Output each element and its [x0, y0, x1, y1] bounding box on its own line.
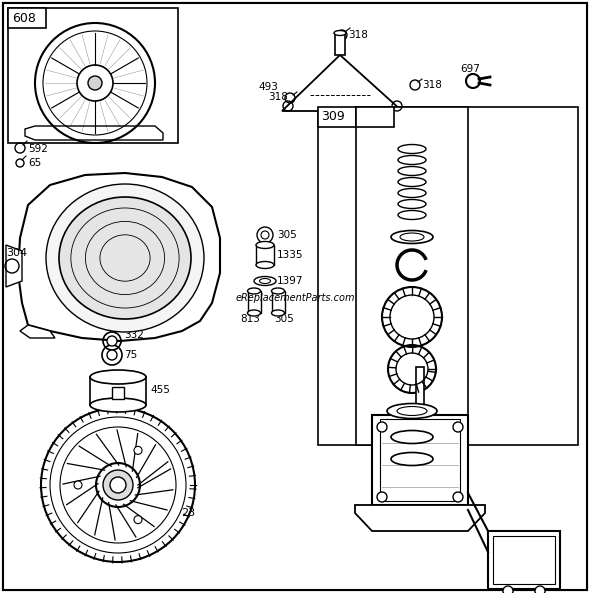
Text: 305: 305 — [277, 230, 297, 240]
Bar — [8, 8, 178, 143]
Text: 493: 493 — [258, 82, 278, 92]
Ellipse shape — [397, 406, 427, 416]
Text: 305: 305 — [274, 314, 294, 324]
Circle shape — [74, 481, 82, 489]
Polygon shape — [355, 505, 485, 531]
Ellipse shape — [334, 30, 346, 36]
Circle shape — [107, 350, 117, 360]
Bar — [356, 107, 394, 127]
Bar — [272, 291, 285, 313]
Circle shape — [134, 447, 142, 454]
Bar — [416, 367, 424, 415]
Polygon shape — [282, 55, 402, 111]
Text: 697: 697 — [460, 64, 480, 74]
Text: 1397: 1397 — [277, 276, 303, 286]
Ellipse shape — [90, 370, 146, 384]
Bar — [318, 107, 356, 127]
Bar — [256, 245, 274, 265]
Bar — [493, 536, 555, 584]
Polygon shape — [20, 325, 55, 338]
Text: 318: 318 — [268, 92, 288, 102]
Bar — [112, 387, 124, 399]
Ellipse shape — [387, 403, 437, 419]
Text: 510: 510 — [359, 110, 383, 123]
Polygon shape — [18, 173, 220, 341]
Text: 318: 318 — [422, 80, 442, 90]
Bar — [488, 531, 560, 589]
Polygon shape — [25, 126, 163, 140]
Text: 332: 332 — [124, 330, 144, 340]
Circle shape — [503, 586, 513, 593]
Circle shape — [453, 492, 463, 502]
Ellipse shape — [90, 398, 146, 412]
Text: 592: 592 — [28, 144, 48, 154]
Ellipse shape — [271, 310, 284, 316]
Ellipse shape — [260, 279, 270, 283]
Text: 813: 813 — [240, 314, 260, 324]
Circle shape — [453, 422, 463, 432]
Bar — [318, 107, 578, 445]
Circle shape — [107, 336, 117, 346]
Ellipse shape — [391, 431, 433, 444]
Polygon shape — [6, 245, 22, 287]
Bar — [8, 8, 46, 28]
Ellipse shape — [391, 452, 433, 466]
Circle shape — [134, 516, 142, 524]
Ellipse shape — [254, 276, 276, 285]
Bar — [248, 291, 261, 313]
Text: 304: 304 — [6, 248, 27, 258]
Circle shape — [535, 586, 545, 593]
Text: 309: 309 — [321, 110, 345, 123]
Ellipse shape — [247, 310, 261, 316]
Circle shape — [88, 76, 102, 90]
Ellipse shape — [59, 197, 191, 319]
Text: 75: 75 — [124, 350, 137, 360]
Bar — [391, 435, 433, 459]
Ellipse shape — [46, 184, 204, 332]
Ellipse shape — [247, 288, 261, 294]
Text: eReplacementParts.com: eReplacementParts.com — [235, 293, 355, 303]
Bar — [90, 377, 146, 405]
Bar — [356, 107, 468, 445]
Bar — [335, 33, 345, 55]
Ellipse shape — [391, 231, 433, 244]
Text: 1335: 1335 — [277, 250, 303, 260]
Ellipse shape — [256, 241, 274, 248]
Circle shape — [377, 422, 387, 432]
Text: 23: 23 — [181, 508, 195, 518]
Circle shape — [377, 492, 387, 502]
Bar — [380, 419, 460, 501]
Ellipse shape — [271, 288, 284, 294]
Bar — [372, 415, 468, 505]
Circle shape — [110, 477, 126, 493]
Text: 455: 455 — [150, 385, 170, 395]
Text: 65: 65 — [28, 158, 41, 168]
Text: 608: 608 — [12, 11, 36, 24]
Ellipse shape — [400, 233, 424, 241]
Circle shape — [103, 470, 133, 500]
Text: 318: 318 — [348, 30, 368, 40]
Ellipse shape — [256, 262, 274, 269]
